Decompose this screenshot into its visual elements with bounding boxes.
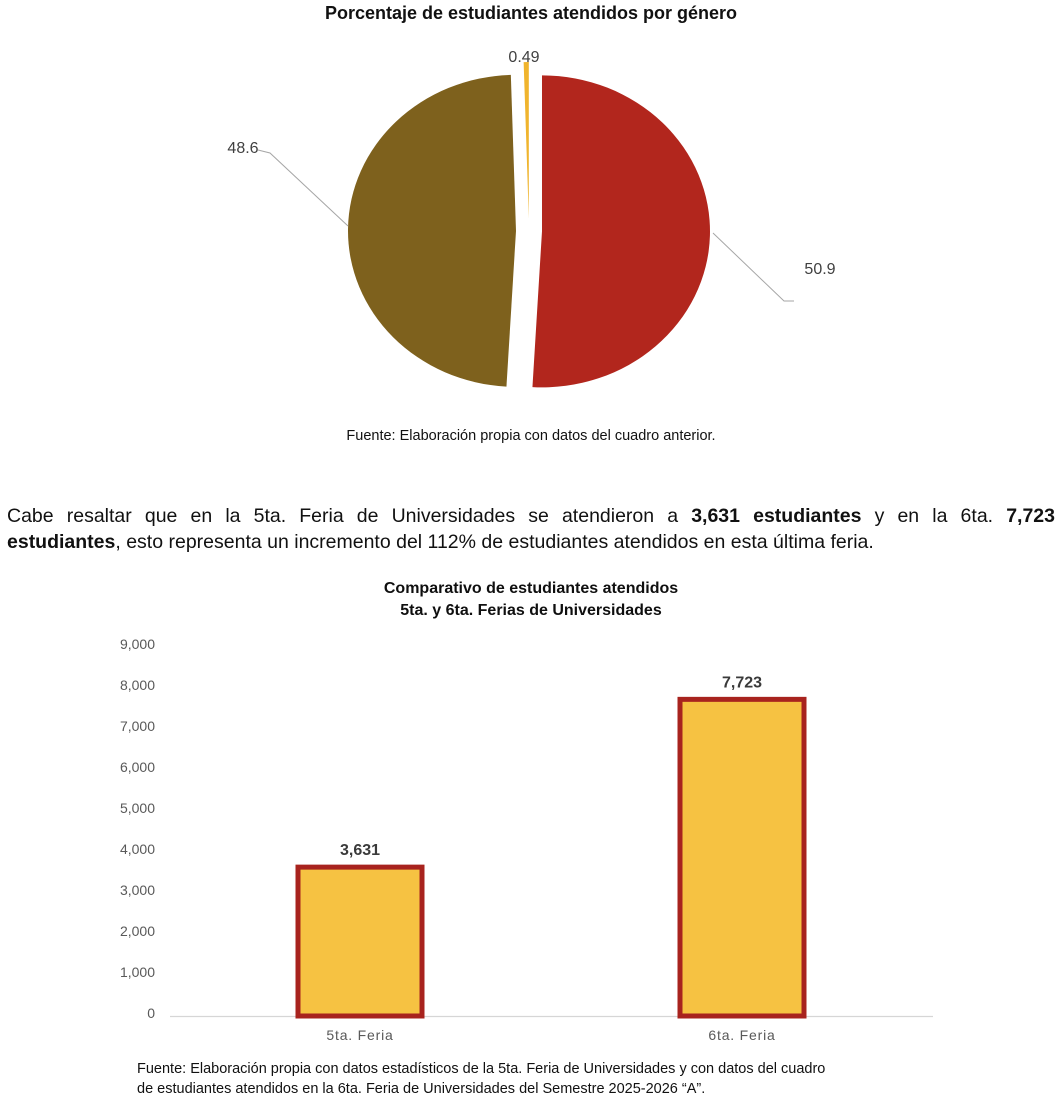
paragraph-bold-text: 3,631 estudiantes <box>691 505 862 527</box>
pie-data-label: 0.49 <box>508 49 539 66</box>
paragraph-line-2: estudiantes, esto representa un incremen… <box>7 529 1055 555</box>
paragraph-line-1: Cabe resaltar que en la 5ta. Feria de Un… <box>7 503 1055 529</box>
y-axis-tick-label: 6,000 <box>120 759 155 775</box>
bar-6ta-feria <box>677 696 807 1019</box>
pie-slice-48.6 <box>348 74 517 387</box>
paragraph-text: , esto representa un incremento del 112%… <box>115 531 874 553</box>
paragraph-text: Cabe resaltar que en la 5ta. Feria de Un… <box>7 505 692 527</box>
pie-chart-title: Porcentaje de estudiantes atendidos por … <box>324 3 738 23</box>
y-axis-tick-label: 0 <box>147 1005 155 1021</box>
y-axis-tick-label: 2,000 <box>120 923 155 939</box>
bar-source-note: Fuente: Elaboración propia con datos est… <box>137 1060 937 1099</box>
y-axis-tick-label: 9,000 <box>120 636 155 652</box>
bar-chart: 0 1,000 2,000 3,000 4,000 5,000 6,000 7,000 8,00… <box>120 636 933 1043</box>
bar-source-line2: de estudiantes atendidos en la 6ta. Feri… <box>137 1080 706 1097</box>
pie-slice-50.9 <box>532 75 710 388</box>
bar-value-label: 3,631 <box>340 842 380 859</box>
y-axis-tick-label: 7,000 <box>120 718 155 734</box>
pie-source-note: Fuente: Elaboración propia con datos del… <box>346 428 716 444</box>
y-axis-tick-label: 1,000 <box>120 964 155 980</box>
pie-data-label: 48.6 <box>227 140 258 157</box>
leader-line-48.6 <box>257 149 349 227</box>
x-axis-category-label: 6ta. Feria <box>708 1027 775 1043</box>
paragraph-bold-text: estudiantes <box>7 531 116 553</box>
bar-chart-title: Comparativo de estudiantes atendidos 5ta… <box>0 578 1062 622</box>
bar-value-label: 7,723 <box>722 674 762 691</box>
x-axis-category-label: 5ta. Feria <box>326 1027 393 1043</box>
bar-chart-title-line2: 5ta. y 6ta. Ferias de Universidades <box>400 602 662 619</box>
y-axis-tick-label: 4,000 <box>120 841 155 857</box>
y-axis-tick-label: 3,000 <box>120 882 155 898</box>
bar-5ta-feria <box>295 864 425 1019</box>
paragraph-bold-text: 7,723 <box>1006 505 1056 527</box>
pie-chart: 50.9 48.6 0.49 <box>227 49 836 388</box>
leader-line-50.9 <box>712 232 794 302</box>
paragraph-text: y en la 6ta. <box>861 505 1007 527</box>
bar-chart-title-line1: Comparativo de estudiantes atendidos <box>383 580 679 597</box>
pie-slice-0.49 <box>523 62 529 219</box>
y-axis-tick-label: 8,000 <box>120 677 155 693</box>
y-axis-tick-label: 5,000 <box>120 800 155 816</box>
pie-data-label: 50.9 <box>804 261 835 278</box>
bar-source-line1: Fuente: Elaboración propia con datos est… <box>137 1061 826 1077</box>
body-paragraph: Cabe resaltar que en la 5ta. Feria de Un… <box>7 503 1055 555</box>
